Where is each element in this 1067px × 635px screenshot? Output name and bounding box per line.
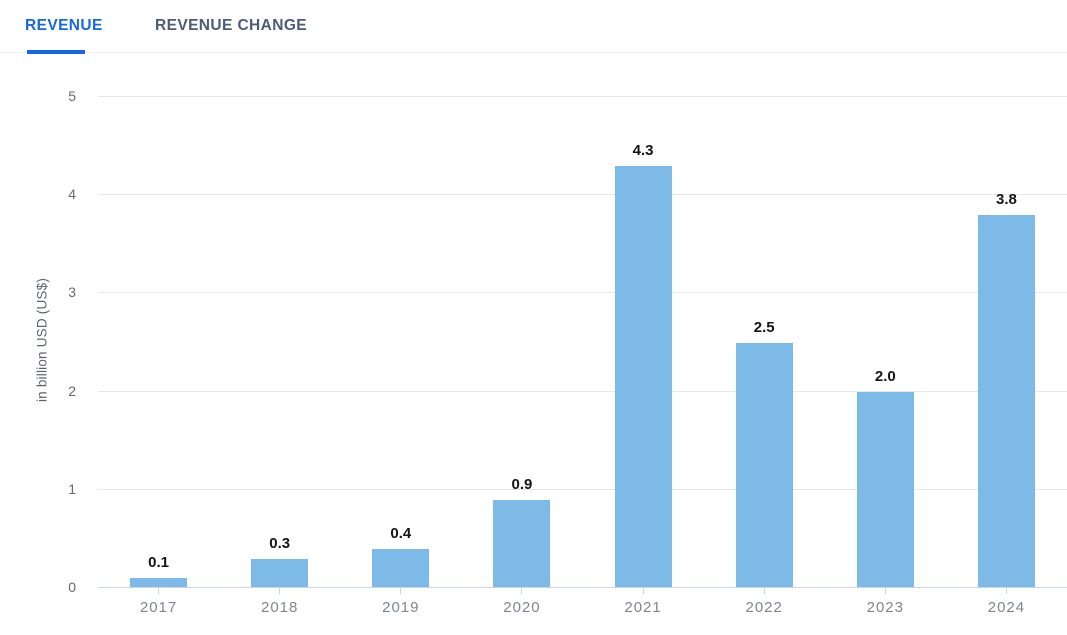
- x-tick-mark: [642, 588, 644, 594]
- y-tick-label-4: 4: [68, 186, 76, 203]
- tab-revenue-change[interactable]: REVENUE CHANGE: [155, 0, 307, 52]
- x-tick-label-2022: 2022: [745, 599, 783, 616]
- x-axis-category-2018: 2018: [219, 588, 340, 616]
- x-axis-line: [98, 587, 1067, 588]
- plot-area: 0.1 0.3 0.4 0.9 4.3 2.5 2.0 3.8: [98, 96, 1067, 588]
- bar-column-2020: 0.9: [461, 97, 582, 588]
- x-axis-category-2024: 2024: [946, 588, 1067, 616]
- x-tick-mark: [158, 588, 160, 594]
- bar-column-2024: 3.8: [946, 97, 1067, 588]
- bar-columns: 0.1 0.3 0.4 0.9 4.3 2.5 2.0 3.8: [98, 97, 1067, 588]
- x-axis-category-2022: 2022: [704, 588, 825, 616]
- x-tick-mark: [884, 588, 886, 594]
- bar-value-label-2024: 3.8: [996, 190, 1017, 208]
- bar-2019[interactable]: [372, 548, 430, 588]
- x-axis-category-2023: 2023: [825, 588, 946, 616]
- tab-revenue[interactable]: REVENUE: [25, 0, 103, 54]
- gridline-4: [98, 194, 1067, 196]
- bar-2017[interactable]: [130, 578, 188, 588]
- gridline-3: [98, 292, 1067, 294]
- x-tick-label-2021: 2021: [624, 599, 662, 616]
- bar-column-2023: 2.0: [825, 97, 946, 588]
- x-axis-category-2021: 2021: [583, 588, 704, 616]
- active-tab-underline: [27, 50, 85, 54]
- bar-2020[interactable]: [493, 499, 551, 588]
- bar-column-2019: 0.4: [340, 97, 461, 588]
- y-tick-label-2: 2: [68, 382, 76, 399]
- gridline-5: [98, 96, 1067, 97]
- y-tick-label-1: 1: [68, 480, 76, 497]
- y-tick-label-0: 0: [68, 579, 76, 595]
- x-tick-mark: [521, 588, 523, 594]
- x-axis-category-2019: 2019: [340, 588, 461, 616]
- y-tick-label-3: 3: [68, 284, 76, 301]
- x-tick-label-2019: 2019: [382, 599, 420, 616]
- bar-column-2018: 0.3: [219, 97, 340, 588]
- x-tick-label-2017: 2017: [139, 599, 178, 616]
- bar-2024[interactable]: [977, 214, 1035, 588]
- bar-2021[interactable]: [614, 165, 672, 588]
- x-tick-mark: [279, 588, 281, 594]
- x-axis-category-2017: 2017: [98, 588, 219, 616]
- x-tick-label-2024: 2024: [987, 599, 1026, 616]
- x-tick-mark: [763, 588, 765, 594]
- x-tick-label-2020: 2020: [503, 599, 541, 616]
- bar-value-label-2021: 4.3: [632, 141, 654, 159]
- bar-2018[interactable]: [251, 558, 309, 588]
- y-tick-label-5: 5: [68, 88, 76, 104]
- bar-value-label-2023: 2.0: [874, 367, 896, 385]
- gridline-2: [98, 390, 1067, 392]
- x-tick-label-2023: 2023: [866, 599, 904, 616]
- bar-value-label-2017: 0.1: [148, 554, 169, 572]
- bar-column-2021: 4.3: [583, 97, 704, 588]
- bar-value-label-2018: 0.3: [269, 534, 291, 552]
- tab-revenue-change-label: REVENUE CHANGE: [155, 17, 308, 34]
- bar-column-2022: 2.5: [704, 97, 825, 588]
- x-tick-label-2018: 2018: [261, 599, 299, 616]
- bar-value-label-2022: 2.5: [753, 318, 775, 336]
- x-axis: 2017 2018 2019 2020 2021 2022 2023 2024: [98, 588, 1067, 616]
- bar-column-2017: 0.1: [98, 97, 219, 588]
- x-tick-mark: [400, 588, 402, 594]
- bar-2022[interactable]: [735, 342, 793, 588]
- bar-value-label-2020: 0.9: [511, 475, 533, 493]
- tab-revenue-label: REVENUE: [25, 17, 103, 34]
- gridline-1: [98, 488, 1067, 490]
- x-tick-mark: [1005, 588, 1007, 594]
- x-axis-category-2020: 2020: [461, 588, 582, 616]
- bar-value-label-2019: 0.4: [390, 524, 412, 542]
- bar-2023[interactable]: [856, 391, 914, 588]
- tab-bar: REVENUE REVENUE CHANGE: [0, 0, 1067, 54]
